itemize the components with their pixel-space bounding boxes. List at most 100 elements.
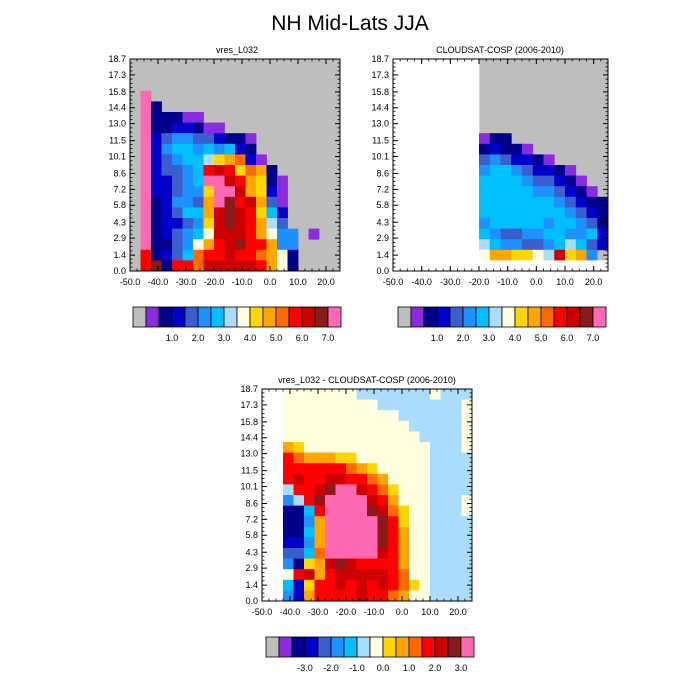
colorbar-box <box>397 306 412 328</box>
heatmap-cell <box>304 410 315 422</box>
x-tick-label: 20.0 <box>585 277 603 287</box>
y-tick-label: 13.0 <box>371 119 389 129</box>
heatmap-cell <box>575 175 587 187</box>
heatmap-cell <box>193 218 204 229</box>
heatmap-cell <box>172 260 183 272</box>
heatmap-cell <box>430 548 441 559</box>
heatmap-cell <box>451 526 462 538</box>
heatmap-cell <box>511 249 523 261</box>
heatmap-cell <box>293 410 305 422</box>
heatmap-cell <box>151 218 162 229</box>
heatmap-cell <box>461 452 473 464</box>
heatmap-cell <box>262 590 273 602</box>
heatmap-cell <box>335 420 347 432</box>
heatmap-cell <box>461 410 473 422</box>
heatmap-cell <box>457 101 469 113</box>
heatmap-cell <box>403 143 415 155</box>
heatmap-cell <box>403 69 415 81</box>
heatmap-cell <box>500 228 512 240</box>
heatmap-cell <box>425 207 437 219</box>
heatmap-cell <box>489 133 501 145</box>
heatmap-cell <box>446 207 458 219</box>
heatmap-cell <box>304 420 315 432</box>
heatmap-cell <box>468 101 480 113</box>
x-tick-label: -10.0 <box>364 607 385 617</box>
colorbar-label: -1.0 <box>349 663 365 673</box>
heatmap-cell <box>451 399 462 411</box>
heatmap-cell <box>367 452 378 464</box>
heatmap-cell <box>214 165 225 176</box>
y-tick-label: 14.4 <box>108 103 126 113</box>
heatmap-cell <box>245 218 257 229</box>
heatmap-cell <box>172 154 183 166</box>
colorbar-box <box>249 306 264 328</box>
heatmap-cell <box>325 420 336 432</box>
heatmap-cell <box>532 249 544 261</box>
heatmap-cell <box>367 569 378 581</box>
heatmap-cell <box>575 218 587 229</box>
heatmap-cell <box>489 196 501 208</box>
heatmap-cell <box>293 537 305 549</box>
heatmap-cell <box>335 410 347 422</box>
heatmap-cell <box>403 207 415 219</box>
heatmap-cell <box>430 420 441 432</box>
heatmap-cell <box>398 463 410 475</box>
heatmap-cell <box>403 154 415 166</box>
colorbar-box <box>278 636 293 658</box>
heatmap-cell <box>403 90 415 102</box>
heatmap-cell <box>256 196 267 208</box>
heatmap-cell <box>409 516 420 528</box>
heatmap-cell <box>304 389 315 400</box>
heatmap-cell <box>256 154 267 166</box>
heatmap-cell <box>293 495 305 506</box>
x-tick-label: 0.0 <box>530 277 543 287</box>
heatmap-cell <box>565 207 577 219</box>
heatmap-cell <box>262 526 273 538</box>
heatmap-cell <box>479 239 491 251</box>
heatmap-cell <box>461 399 473 411</box>
heatmap-cell <box>377 537 389 549</box>
heatmap-cell <box>409 452 420 464</box>
heatmap-cell <box>425 228 437 240</box>
heatmap-cell <box>266 207 278 219</box>
x-tick-label: 10.0 <box>556 277 574 287</box>
heatmap-cell <box>283 569 294 581</box>
heatmap-cell <box>522 196 534 208</box>
heatmap-cell <box>393 133 405 145</box>
heatmap-cell <box>203 154 215 166</box>
heatmap-cell <box>409 569 420 581</box>
heatmap-cell <box>468 175 480 187</box>
y-tick-label: 15.8 <box>108 87 126 97</box>
heatmap-cell <box>388 442 399 453</box>
heatmap-cell <box>388 473 399 485</box>
heatmap-cell <box>325 410 336 422</box>
colorbar-box <box>447 636 462 658</box>
heatmap-cell <box>419 516 431 528</box>
heatmap-cell <box>356 420 368 432</box>
heatmap-cell <box>430 431 441 443</box>
heatmap-cell <box>140 175 152 187</box>
heatmap-cell <box>193 154 204 166</box>
heatmap-cell <box>461 463 473 475</box>
heatmap-cell <box>266 239 278 251</box>
heatmap-cell <box>182 260 194 272</box>
heatmap-cell <box>203 218 215 229</box>
heatmap-cell <box>436 228 448 240</box>
heatmap-cell <box>403 165 415 176</box>
colorbar-box <box>304 636 319 658</box>
heatmap-cell <box>304 442 315 453</box>
heatmap-cell <box>451 579 462 591</box>
heatmap-cell <box>172 175 183 187</box>
heatmap-cell <box>151 101 162 113</box>
heatmap-cell <box>425 143 437 155</box>
heatmap-cell <box>425 69 437 81</box>
heatmap-cell <box>325 463 336 475</box>
heatmap-cell <box>293 420 305 432</box>
heatmap-cell <box>203 207 215 219</box>
x-tick-label: -20.0 <box>336 607 357 617</box>
heatmap-cell <box>500 154 512 166</box>
heatmap-cell <box>543 196 555 208</box>
heatmap-cell <box>304 579 315 591</box>
heatmap-cell <box>468 249 480 261</box>
heatmap-cell <box>419 399 431 411</box>
